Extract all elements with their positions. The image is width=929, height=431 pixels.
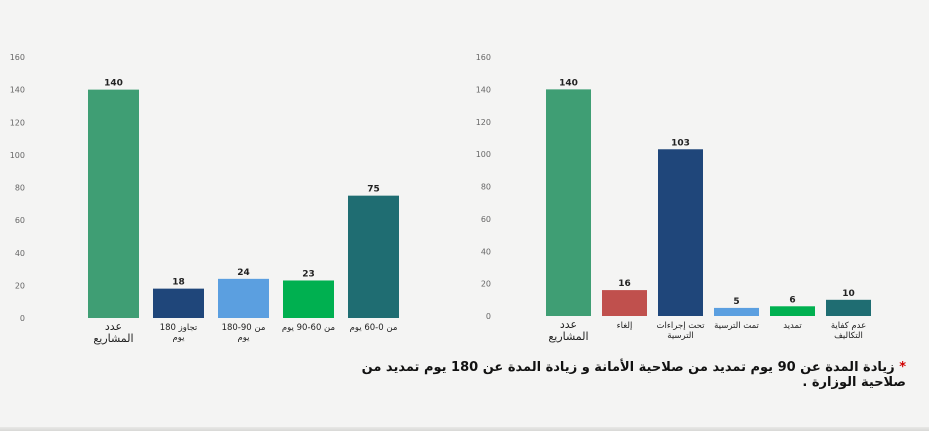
category-label: عدد المشاريع: [93, 320, 133, 345]
y-tick-label: 60: [481, 215, 491, 224]
footnote: * زيادة المدة عن 90 يوم تمديد من صلاحية …: [340, 360, 906, 390]
data-label: 5: [733, 297, 739, 307]
y-tick-label: 100: [10, 151, 25, 160]
y-tick-label: 20: [481, 280, 491, 289]
bar: [546, 89, 591, 316]
category-label: من 90-180 يوم: [222, 323, 266, 343]
data-label: 24: [237, 268, 250, 278]
bar: [88, 89, 139, 318]
bar: [826, 299, 871, 316]
bar: [714, 307, 759, 316]
bar: [153, 288, 204, 318]
y-tick-label: 160: [476, 53, 491, 62]
y-tick-label: 40: [481, 247, 491, 256]
y-tick-label: 80: [15, 184, 25, 193]
bar: [218, 278, 269, 318]
category-label: من 0-60 يوم: [350, 323, 398, 333]
data-label: 140: [104, 79, 123, 89]
data-label: 6: [789, 295, 795, 305]
bar: [348, 195, 399, 318]
data-label: 10: [842, 289, 855, 299]
data-label: 18: [172, 278, 185, 288]
category-label: تحت إجراءات الترسية: [657, 321, 706, 341]
category-label: تمديد: [783, 321, 802, 331]
y-tick-label: 0: [486, 312, 491, 321]
y-tick-label: 160: [10, 53, 25, 62]
y-tick-label: 140: [10, 86, 25, 95]
y-tick-label: 80: [481, 183, 491, 192]
y-tick-label: 20: [15, 281, 25, 290]
category-label: عدم كفاية التكاليف: [831, 321, 866, 341]
chart-duration-svg: 0 20 40 60 80 100 120 140 160 140 عدد المشاريع 18 تجا…: [10, 53, 399, 345]
category-label: من 60-90 يوم: [282, 323, 335, 333]
y-tick-label: 100: [476, 150, 491, 159]
bottom-divider: [0, 427, 929, 431]
y-tick-label: 120: [10, 118, 25, 127]
y-tick-label: 120: [476, 118, 491, 127]
category-label: عدد المشاريع: [548, 318, 588, 343]
y-tick-label: 60: [15, 216, 25, 225]
category-label: إلغاء: [617, 321, 633, 331]
bar: [770, 306, 815, 316]
data-label: 140: [559, 78, 578, 88]
bar: [658, 149, 703, 316]
footnote-text: زيادة المدة عن 90 يوم تمديد من صلاحية ال…: [361, 360, 906, 390]
bar: [602, 290, 647, 316]
data-label: 75: [367, 185, 380, 195]
bar: [283, 280, 334, 318]
data-label: 103: [671, 138, 690, 148]
y-tick-label: 40: [15, 249, 25, 258]
data-label: 16: [618, 279, 631, 289]
chart-duration: 0 20 40 60 80 100 120 140 160 140 عدد المشاريع 18 تجا…: [0, 0, 440, 360]
chart-status: 0 20 40 60 80 100 120 140 160 140 عدد المشاريع 16 إلغ…: [460, 0, 900, 360]
category-label: تمت الترسية: [714, 321, 759, 331]
category-label: تجاوز 180 يوم: [160, 323, 198, 343]
y-tick-label: 140: [476, 85, 491, 94]
footnote-star: *: [899, 360, 906, 375]
y-tick-label: 0: [20, 314, 25, 323]
chart-status-svg: 0 20 40 60 80 100 120 140 160 140 عدد المشاريع 16 إلغ…: [476, 53, 871, 343]
data-label: 23: [302, 269, 315, 279]
